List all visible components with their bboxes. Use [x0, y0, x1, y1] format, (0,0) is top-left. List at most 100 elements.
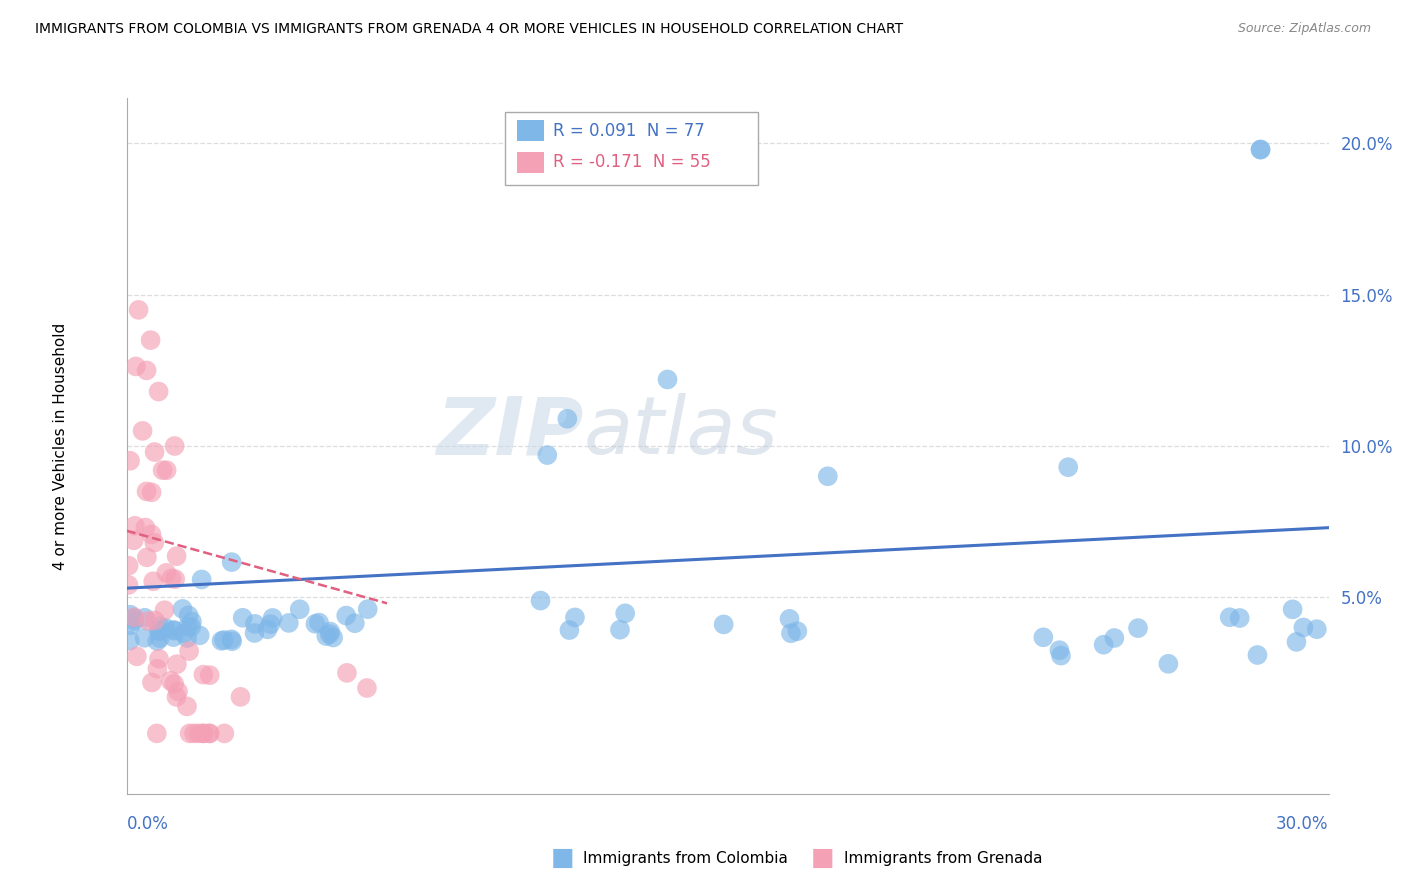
- Point: [148, 624, 170, 638]
- Point: [172, 602, 194, 616]
- Bar: [517, 152, 544, 172]
- Point: [143, 445, 166, 459]
- Point: [1126, 621, 1149, 635]
- Point: [198, 726, 221, 740]
- Point: [180, 615, 202, 629]
- Text: atlas: atlas: [583, 393, 778, 471]
- Point: [143, 535, 166, 549]
- Point: [125, 359, 148, 374]
- Point: [256, 623, 278, 637]
- Point: [817, 469, 839, 483]
- Point: [146, 726, 169, 740]
- Point: [139, 333, 162, 347]
- Point: [166, 549, 188, 564]
- FancyBboxPatch shape: [505, 112, 758, 186]
- Point: [221, 555, 243, 569]
- Point: [117, 578, 139, 592]
- Point: [125, 649, 148, 664]
- Point: [187, 726, 209, 740]
- Point: [229, 690, 252, 704]
- Point: [149, 624, 172, 639]
- Bar: [517, 120, 544, 141]
- Point: [188, 628, 211, 642]
- Point: [120, 618, 142, 632]
- Point: [124, 518, 146, 533]
- Point: [134, 631, 156, 645]
- Text: R = -0.171  N = 55: R = -0.171 N = 55: [554, 153, 711, 171]
- Point: [1050, 648, 1073, 663]
- Point: [135, 363, 157, 377]
- Point: [1032, 630, 1054, 644]
- Text: ■: ■: [551, 847, 574, 870]
- Point: [149, 631, 172, 645]
- Point: [122, 533, 145, 548]
- Point: [319, 624, 342, 639]
- Point: [786, 624, 808, 639]
- Point: [155, 621, 177, 635]
- Point: [160, 571, 183, 585]
- Point: [322, 631, 344, 645]
- Point: [1104, 631, 1126, 645]
- Text: R = 0.091  N = 77: R = 0.091 N = 77: [554, 122, 704, 140]
- Point: [557, 411, 579, 425]
- Point: [191, 726, 214, 740]
- Text: ZIP: ZIP: [436, 393, 583, 471]
- Point: [143, 614, 166, 628]
- Point: [118, 633, 141, 648]
- Point: [122, 611, 145, 625]
- Point: [536, 448, 558, 462]
- Point: [614, 607, 637, 621]
- Point: [128, 302, 150, 317]
- Point: [780, 626, 803, 640]
- Point: [141, 485, 163, 500]
- Text: Immigrants from Grenada: Immigrants from Grenada: [844, 851, 1042, 865]
- Point: [357, 602, 380, 616]
- Point: [304, 616, 326, 631]
- Point: [176, 699, 198, 714]
- Point: [318, 627, 340, 641]
- Point: [288, 602, 311, 616]
- Point: [118, 454, 141, 468]
- Point: [163, 623, 186, 637]
- Point: [142, 574, 165, 589]
- Point: [221, 634, 243, 648]
- Point: [1250, 143, 1272, 157]
- Point: [336, 665, 359, 680]
- Point: [1157, 657, 1180, 671]
- Point: [277, 615, 299, 630]
- Point: [120, 607, 142, 622]
- Text: Immigrants from Colombia: Immigrants from Colombia: [583, 851, 789, 865]
- Point: [315, 629, 337, 643]
- Point: [131, 424, 153, 438]
- Point: [1092, 638, 1115, 652]
- Point: [609, 623, 631, 637]
- Point: [335, 608, 357, 623]
- Point: [122, 610, 145, 624]
- Text: IMMIGRANTS FROM COLOMBIA VS IMMIGRANTS FROM GRENADA 4 OR MORE VEHICLES IN HOUSEH: IMMIGRANTS FROM COLOMBIA VS IMMIGRANTS F…: [35, 22, 903, 37]
- Point: [134, 520, 156, 534]
- Point: [198, 726, 221, 740]
- Point: [153, 603, 176, 617]
- Point: [1219, 610, 1241, 624]
- Point: [1250, 143, 1272, 157]
- Point: [1281, 602, 1303, 616]
- Point: [177, 644, 200, 658]
- Point: [177, 608, 200, 623]
- Point: [179, 726, 201, 740]
- Point: [183, 726, 205, 740]
- Point: [343, 616, 366, 631]
- Point: [149, 619, 172, 633]
- Point: [177, 620, 200, 634]
- Text: 0.0%: 0.0%: [127, 815, 169, 833]
- Point: [193, 726, 215, 740]
- Point: [558, 623, 581, 637]
- Point: [146, 662, 169, 676]
- Point: [134, 611, 156, 625]
- Point: [163, 624, 186, 638]
- Point: [148, 652, 170, 666]
- Point: [136, 614, 159, 628]
- Point: [193, 667, 215, 681]
- Point: [1057, 460, 1080, 475]
- Point: [529, 593, 551, 607]
- Point: [141, 675, 163, 690]
